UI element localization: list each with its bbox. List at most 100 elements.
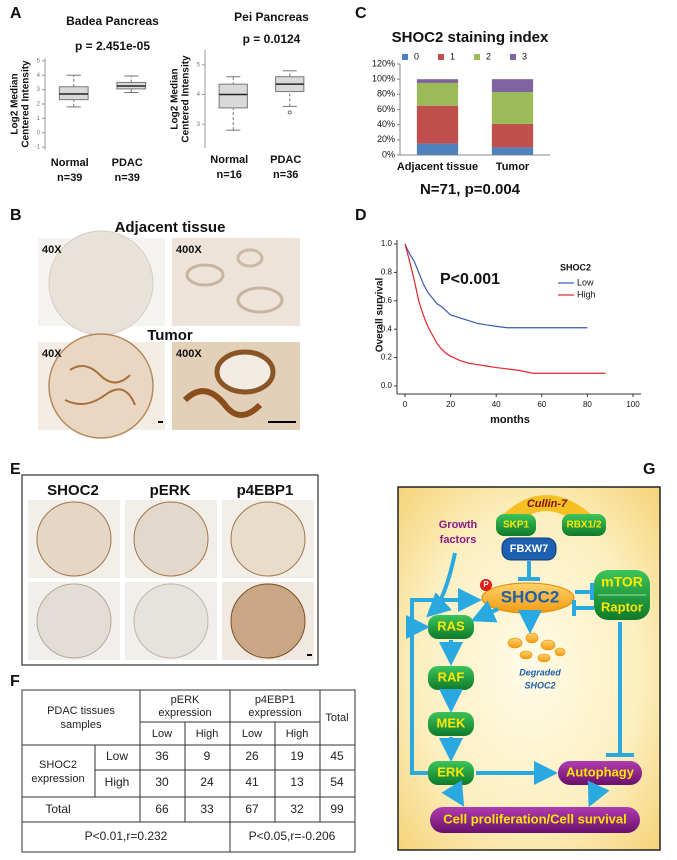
y-axis-label: Centered Intensity (181, 55, 192, 143)
legend-label: 0 (414, 51, 419, 61)
table-cell: Total (45, 802, 70, 816)
legend-swatch (510, 54, 516, 60)
table-cell: 33 (200, 802, 214, 816)
y-tick-label: 40% (377, 119, 395, 129)
y-tick-label: 1.0 (381, 239, 393, 248)
y-tick-label: 4 (37, 73, 41, 79)
node-label: SHOC2 (501, 587, 560, 606)
fbxw7-node (501, 537, 557, 561)
y-tick-label: -1 (35, 145, 41, 151)
legend-title: SHOC2 (560, 262, 591, 272)
legend-label: High (577, 289, 596, 299)
magnification-label: 40X (42, 244, 62, 256)
erk-node (428, 761, 474, 785)
x-tick-label: Adjacent tissue (397, 161, 478, 173)
table-header: pERK (171, 694, 200, 706)
feedback-arrow (410, 588, 482, 775)
legend-swatch (474, 54, 480, 60)
table-cell: 45 (330, 749, 344, 763)
table-cell: Low (106, 749, 128, 763)
x-tick-label: Tumor (496, 161, 530, 173)
tissue-texture (236, 248, 264, 268)
bar-segment (416, 143, 459, 155)
annotation: N=71, p=0.004 (420, 181, 521, 198)
y-tick-label: 0.0 (381, 381, 393, 390)
annotation: P<0.001 (440, 271, 500, 288)
table-header: Total (325, 712, 348, 724)
legend-swatch (402, 54, 408, 60)
ihc-core (133, 583, 209, 659)
chart-title: Pei Pancreas (234, 10, 309, 24)
panel-label: C (355, 5, 367, 22)
y-tick-label: 0.6 (381, 296, 393, 305)
y-tick-label: 5 (197, 62, 201, 68)
scale-bar (158, 421, 163, 423)
image-header: pERK (150, 482, 191, 499)
table-grid (21, 689, 356, 853)
table-header: samples (61, 719, 102, 731)
bar-segment (416, 79, 459, 83)
image-header: SHOC2 (47, 482, 99, 499)
bar-segment (416, 82, 459, 106)
rbx-node (562, 514, 606, 536)
x-tick-label: 40 (492, 400, 501, 409)
legend-label: 2 (486, 51, 491, 61)
scale-bar (307, 654, 312, 656)
node-label: Raptor (601, 599, 643, 614)
y-axis-label: Log2 Median (170, 68, 181, 129)
tissue-texture (236, 286, 284, 314)
node-label: Cell proliferation/Cell survival (443, 811, 627, 826)
ihc-core (36, 501, 112, 577)
table-cell: 32 (290, 802, 304, 816)
chart-title: SHOC2 staining index (392, 29, 549, 46)
chart-title: Badea Pancreas (66, 14, 159, 28)
ihc-core (230, 583, 306, 659)
magnification-label: 400X (176, 348, 202, 360)
y-axis-label: Centered Intensity (21, 60, 32, 148)
survival-curve (404, 243, 588, 329)
table-cell: 19 (290, 749, 304, 763)
y-tick-label: 120% (372, 58, 395, 68)
bar-segment (491, 79, 534, 93)
table-cell: High (105, 775, 130, 789)
x-tick-label: 20 (446, 400, 455, 409)
tissue-core (48, 333, 154, 439)
fragment (540, 639, 556, 651)
bar-segment (491, 92, 534, 124)
panel-b-images (38, 230, 300, 439)
y-tick-label: 0.4 (381, 324, 393, 333)
y-tick-label: 2 (37, 102, 41, 108)
raf-node (428, 666, 474, 690)
x-tick-label: 100 (626, 400, 640, 409)
x-tick-label: Normal (51, 157, 89, 169)
y-tick-label: 3 (197, 122, 201, 128)
mek-node (428, 712, 474, 736)
magnification-label: 40X (42, 348, 62, 360)
activate-arrow (470, 600, 499, 623)
ihc-core (230, 501, 306, 577)
table-header: Low (242, 728, 262, 740)
y-axis-label: Overall survival (375, 278, 386, 353)
table-stat: P<0.01,r=0.232 (85, 829, 168, 843)
node-label: ERK (437, 764, 465, 779)
table-stat: P<0.05,r=-0.206 (249, 829, 336, 843)
panel-label: F (10, 673, 20, 690)
panel-label: B (10, 207, 22, 224)
table-header: High (196, 728, 219, 740)
y-tick-label: 0% (382, 149, 395, 159)
table-cell: 24 (200, 775, 214, 789)
table-header: expression (158, 707, 211, 719)
y-tick-label: 1 (37, 116, 41, 122)
node-label: mTOR (601, 574, 643, 590)
y-tick-label: 4 (197, 92, 201, 98)
legend-label: Low (577, 277, 594, 287)
y-tick-label: 20% (377, 134, 395, 144)
panel-label: A (10, 5, 22, 22)
phospho-node (480, 579, 492, 591)
table-cell: 36 (155, 749, 169, 763)
fragment (519, 650, 533, 660)
table-cell: 9 (204, 749, 211, 763)
